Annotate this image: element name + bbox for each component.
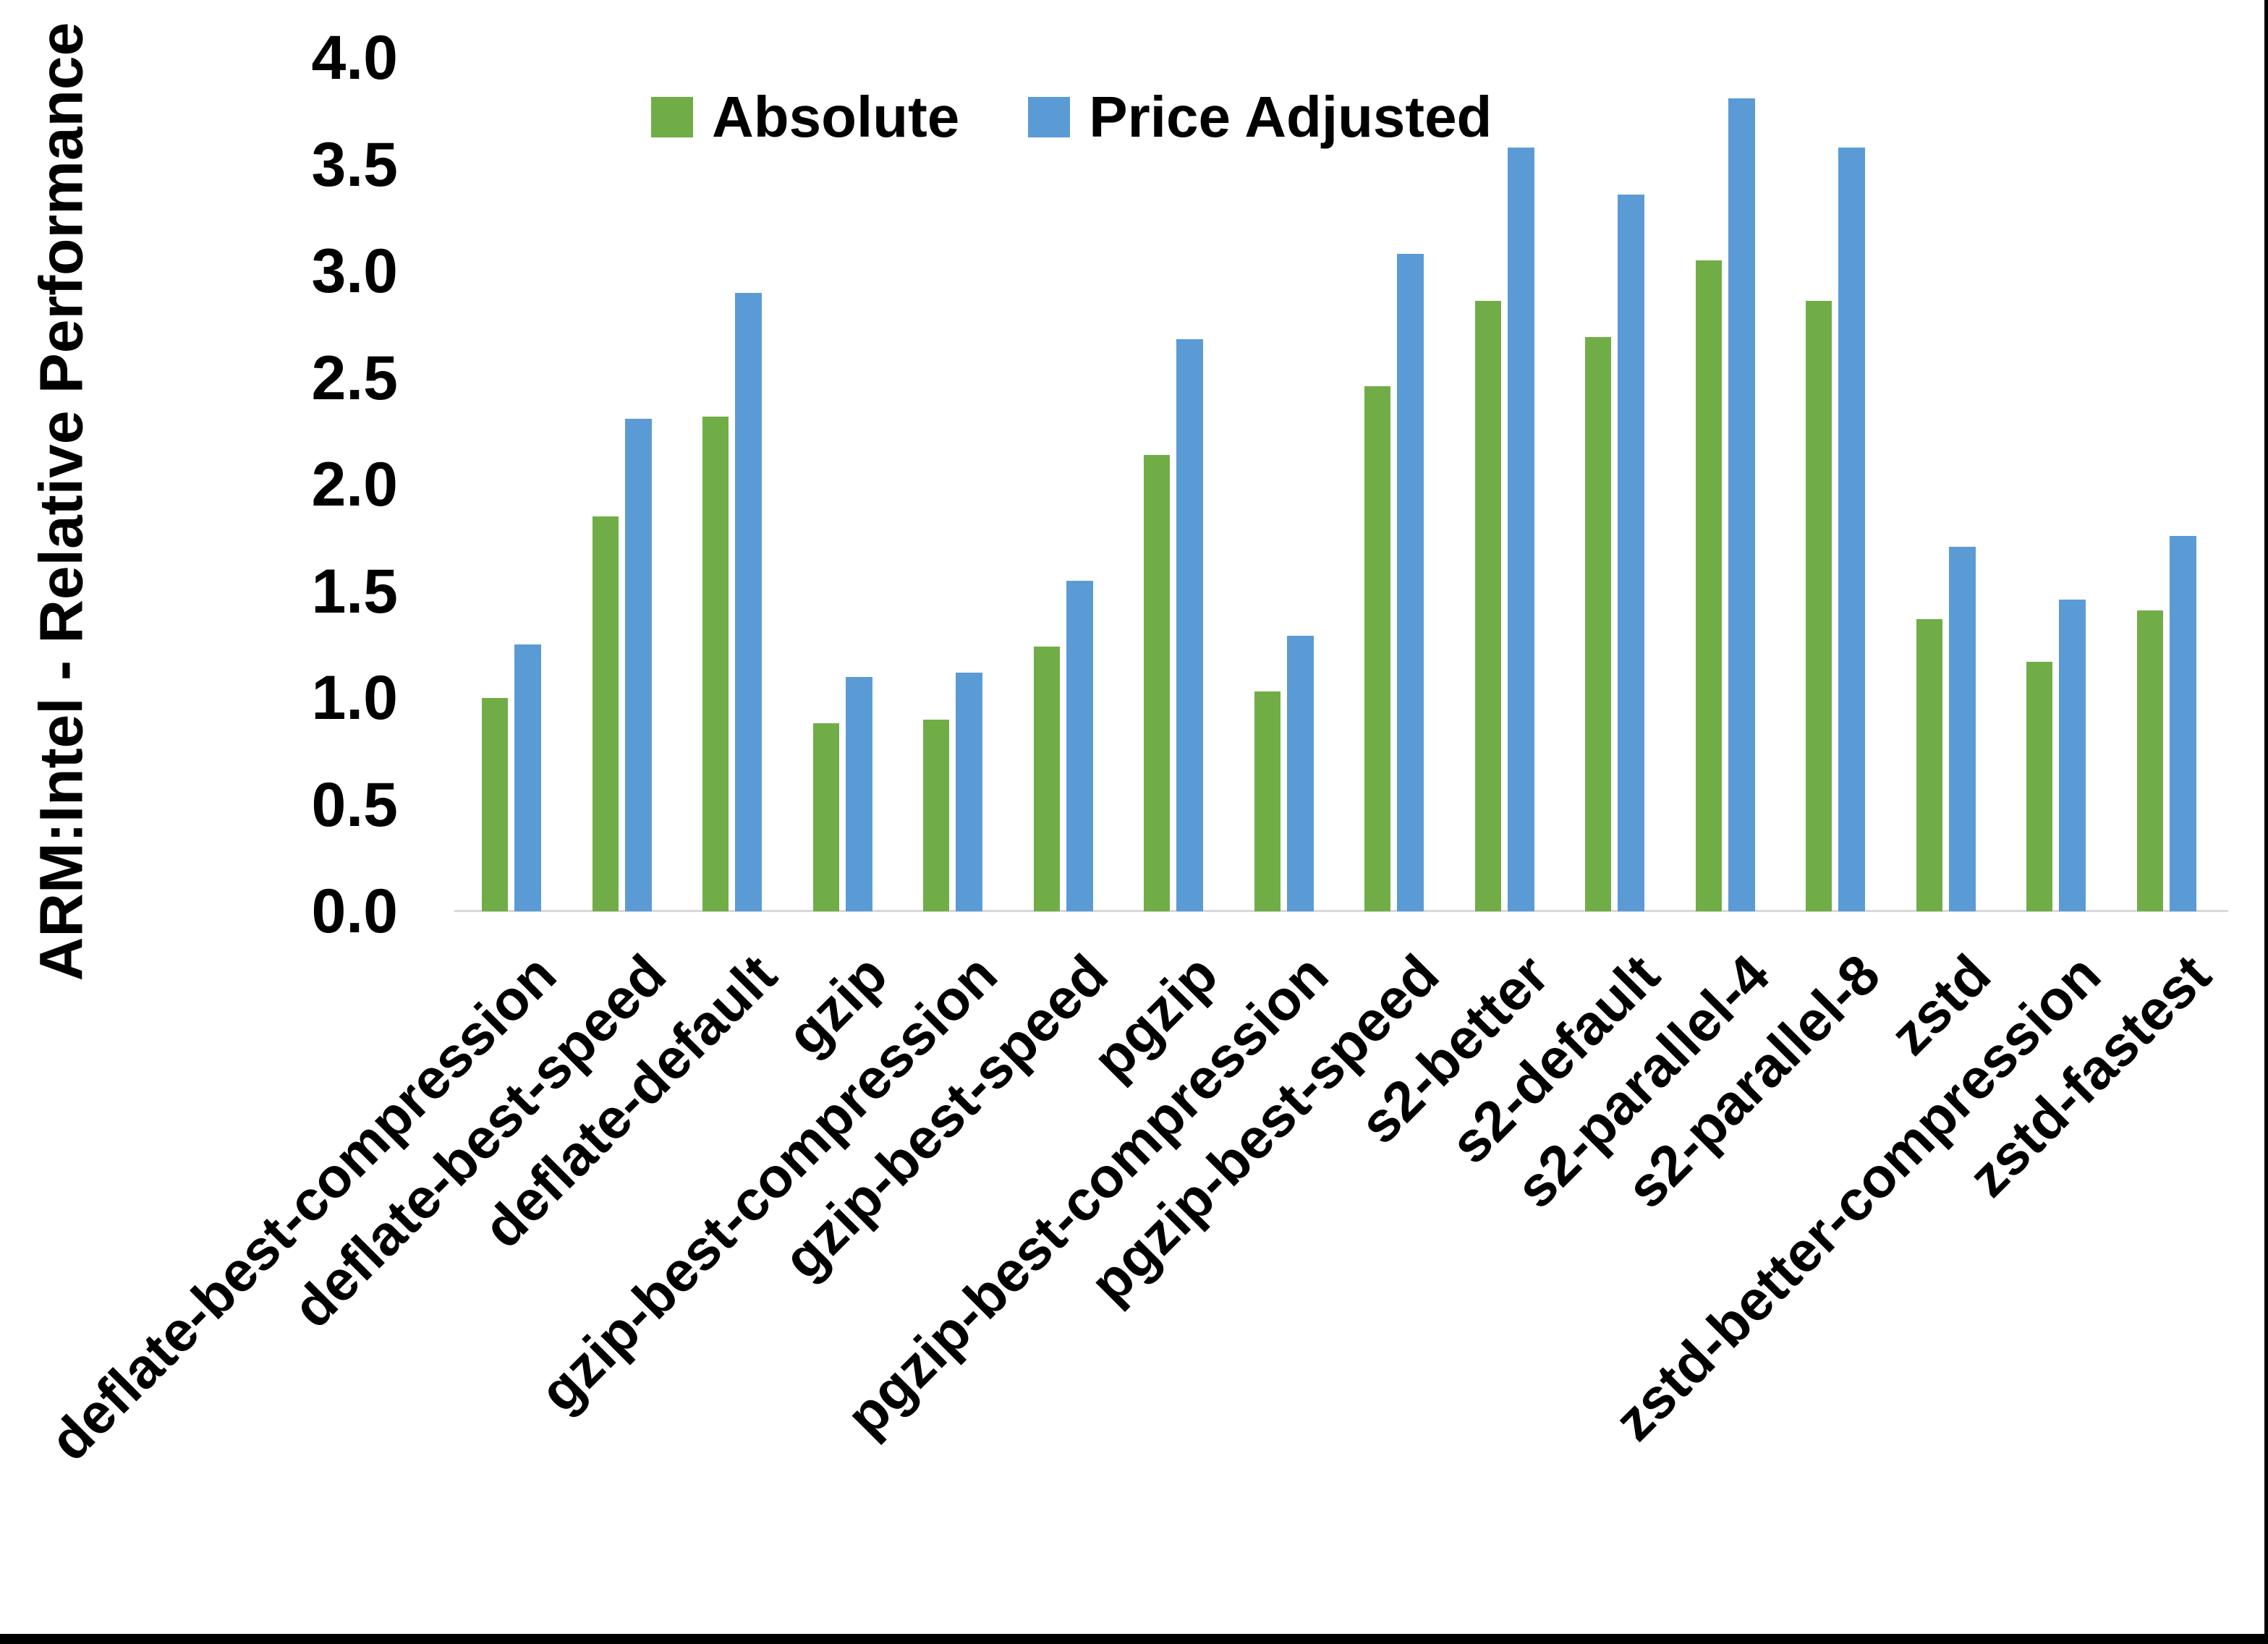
bar-price-adjusted-s2-better <box>1507 147 1534 911</box>
y-axis-tick-2.5: 2.5 <box>311 343 398 413</box>
legend-label-price-adjusted: Price Adjusted <box>1089 85 1492 149</box>
legend-swatch-price-adjusted-icon <box>1028 97 1071 137</box>
bar-absolute-gzip <box>812 723 839 911</box>
bar-price-adjusted-pgzip <box>1176 339 1203 911</box>
x-axis-line <box>454 910 2228 912</box>
bar-absolute-s2-better <box>1474 301 1501 911</box>
bar-price-adjusted-s2-parallel-8 <box>1838 147 1865 911</box>
bar-absolute-gzip-best-speed <box>1033 647 1060 911</box>
y-axis-tick-1.5: 1.5 <box>311 556 398 626</box>
y-axis-tick-0.5: 0.5 <box>311 770 398 840</box>
bar-absolute-s2-default <box>1585 337 1611 911</box>
bar-absolute-deflate-best-speed <box>592 516 619 911</box>
bar-price-adjusted-deflate-best-compression <box>514 644 541 911</box>
y-axis-tick-3.5: 3.5 <box>311 129 398 200</box>
bar-absolute-zstd-better-compression <box>2026 661 2052 911</box>
bar-price-adjusted-pgzip-best-speed <box>1397 254 1424 911</box>
window-bottom-edge <box>0 1634 2268 1644</box>
bar-price-adjusted-zstd-fastest <box>2169 535 2196 911</box>
bar-price-adjusted-pgzip-best-compression <box>1286 636 1314 911</box>
y-axis-tick-0.0: 0.0 <box>311 877 398 946</box>
bar-absolute-pgzip-best-compression <box>1254 691 1280 911</box>
bar-price-adjusted-gzip-best-speed <box>1066 580 1093 911</box>
bar-absolute-s2-parallel-8 <box>1806 301 1832 911</box>
bar-absolute-s2-parallel-4 <box>1695 260 1722 911</box>
bar-absolute-deflate-best-compression <box>482 698 508 911</box>
bar-price-adjusted-gzip <box>845 676 872 911</box>
bar-price-adjusted-gzip-best-compression <box>956 672 982 911</box>
bar-price-adjusted-s2-default <box>1618 194 1644 911</box>
legend-swatch-absolute-icon <box>651 97 693 137</box>
y-axis-title: ARM:Intel - Relative Performance <box>27 22 95 981</box>
legend: Absolute Price Adjusted <box>651 88 1492 146</box>
y-axis-tick-2.0: 2.0 <box>311 450 398 519</box>
bar-price-adjusted-deflate-best-speed <box>624 418 652 911</box>
y-axis-tick-3.0: 3.0 <box>311 237 398 306</box>
legend-item-absolute: Absolute <box>651 88 959 146</box>
bar-absolute-pgzip-best-speed <box>1364 386 1390 911</box>
y-axis-tick-4.0: 4.0 <box>311 23 398 93</box>
bar-price-adjusted-zstd <box>1948 546 1976 911</box>
bar-price-adjusted-zstd-better-compression <box>2059 600 2086 911</box>
bar-absolute-pgzip <box>1144 454 1170 911</box>
bar-absolute-gzip-best-compression <box>923 719 949 911</box>
bar-absolute-deflate-default <box>702 416 729 911</box>
legend-label-absolute: Absolute <box>712 85 960 149</box>
window-right-edge <box>2264 0 2268 1644</box>
legend-item-price-adjusted: Price Adjusted <box>1028 88 1492 146</box>
bar-absolute-zstd <box>1916 618 1942 911</box>
bar-price-adjusted-deflate-default <box>735 292 762 911</box>
y-axis-tick-1.0: 1.0 <box>311 663 398 733</box>
bar-absolute-zstd-fastest <box>2136 610 2163 911</box>
bar-price-adjusted-s2-parallel-4 <box>1728 98 1755 911</box>
